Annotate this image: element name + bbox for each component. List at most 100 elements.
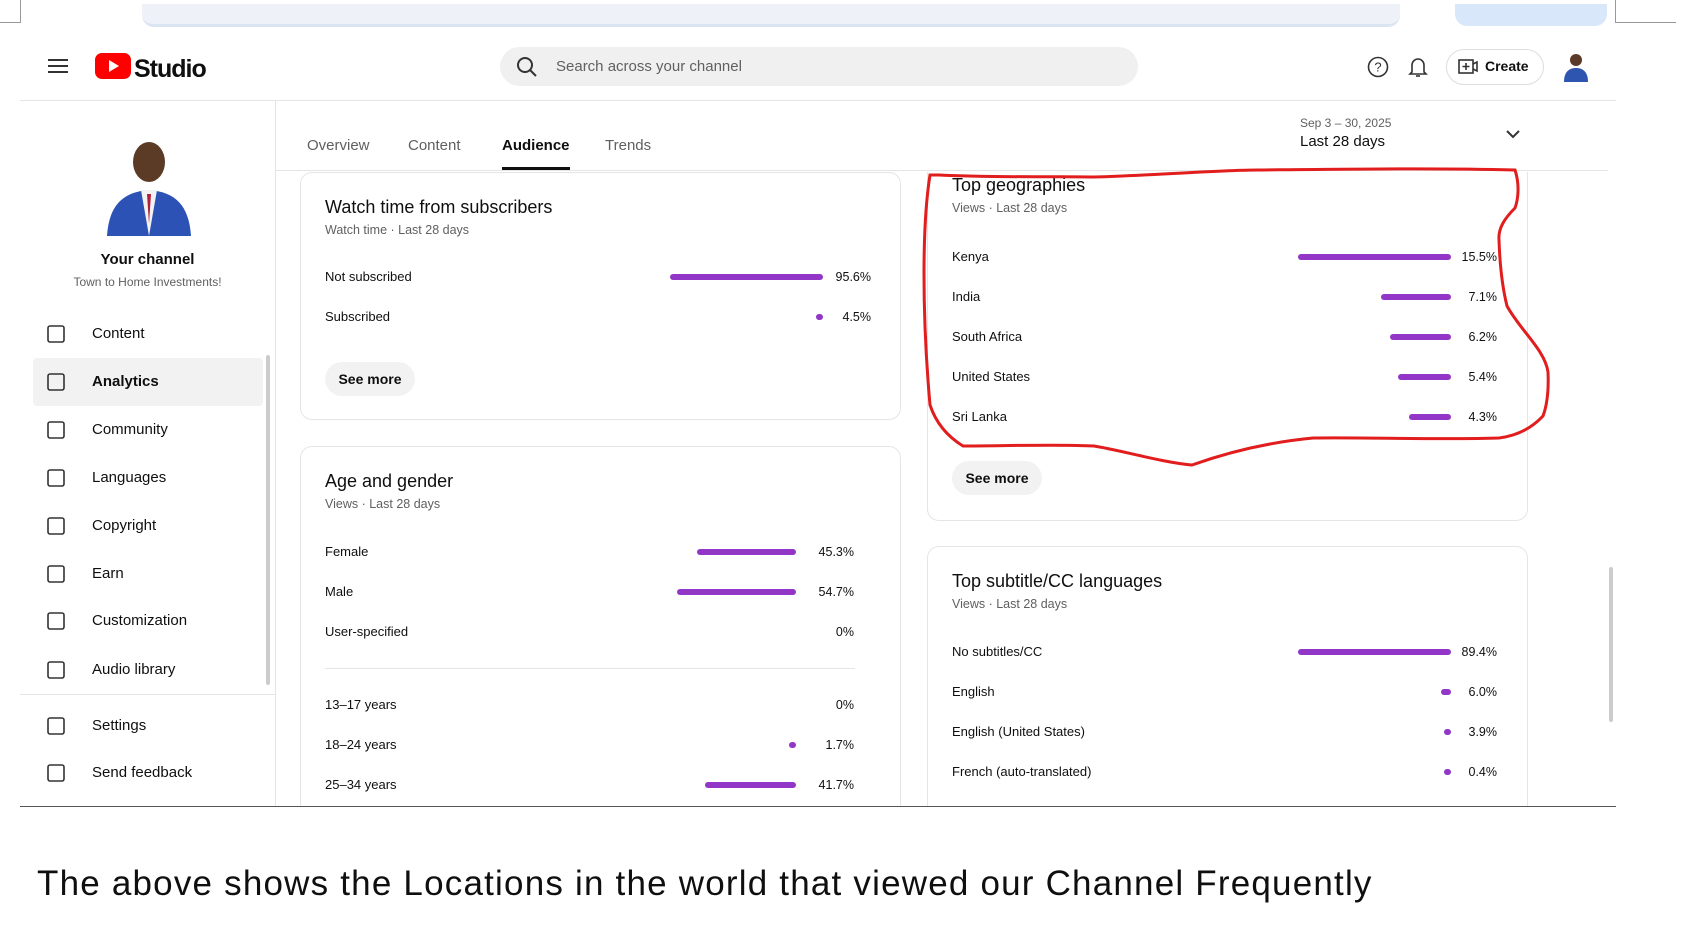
nav-item[interactable]: Content	[92, 325, 145, 342]
see-more-button[interactable]: See more	[952, 461, 1042, 495]
card: Top subtitle/CC languages Views · Last 28…	[927, 546, 1528, 806]
channel-name: Your channel	[100, 251, 195, 268]
row-value: 0.4%	[1468, 765, 1498, 779]
tabs-divider	[276, 170, 1608, 171]
card-subtitle: Views · Last 28 days	[325, 497, 441, 511]
nav-icon[interactable]	[46, 564, 66, 584]
channel-avatar[interactable]	[103, 124, 195, 236]
date-chevron[interactable]	[1505, 128, 1521, 140]
nav-item[interactable]: Audio library	[92, 661, 176, 678]
row-label: English	[952, 684, 995, 699]
bar	[705, 782, 796, 788]
nav-icon[interactable]	[46, 420, 66, 440]
bar	[1298, 649, 1451, 655]
row-label: French (auto-translated)	[952, 764, 1092, 779]
row-label: South Africa	[952, 329, 1023, 344]
row-label: India	[952, 289, 981, 304]
bar	[1397, 374, 1451, 380]
content-scrollbar[interactable]	[1609, 567, 1613, 722]
row-value: 0%	[835, 698, 854, 712]
row-value: 0%	[835, 625, 854, 639]
tab-underline	[502, 167, 570, 170]
row-label: No subtitles/CC	[952, 644, 1043, 659]
row-label: Sri Lanka	[952, 409, 1007, 424]
nav-item[interactable]: Earn	[92, 565, 124, 582]
notifications-icon[interactable]	[1407, 55, 1429, 79]
nav-item[interactable]: Analytics	[92, 373, 159, 390]
card-title: Top subtitle/CC languages	[952, 571, 1163, 591]
nav-icon[interactable]	[46, 372, 66, 392]
card: Top geographies Views · Last 28 days Kenya…	[927, 172, 1528, 521]
address-bar	[142, 4, 1400, 27]
screenshot-bottom-edge	[20, 806, 1616, 807]
nav-icon[interactable]	[46, 763, 66, 783]
row-label: Subscribed	[325, 309, 391, 324]
nav-item[interactable]: Copyright	[92, 517, 157, 534]
row-value: 41.7%	[818, 778, 854, 792]
row-value: 89.4%	[1461, 645, 1497, 659]
frame-edge	[1615, 0, 1676, 23]
card-title: Age and gender	[325, 471, 454, 491]
nav-active-bg	[33, 358, 263, 406]
bar	[1389, 334, 1451, 340]
date-range[interactable]: Sep 3 – 30, 2025	[1300, 116, 1392, 130]
bar	[1408, 414, 1451, 420]
create-label[interactable]: Create	[1485, 58, 1529, 74]
row-value: 6.0%	[1468, 685, 1498, 699]
help-icon[interactable]: ?	[1367, 56, 1389, 78]
nav-item[interactable]: Send feedback	[92, 764, 193, 781]
nav-item[interactable]: Languages	[92, 469, 167, 486]
row-value: 1.7%	[825, 738, 855, 752]
logo-text[interactable]: Studio	[134, 55, 207, 83]
bar	[1298, 254, 1451, 260]
create-button[interactable]	[1446, 49, 1544, 85]
row-label: Male	[325, 584, 354, 599]
logo-icon[interactable]	[95, 53, 131, 79]
tab[interactable]: Content	[408, 137, 461, 154]
account-avatar[interactable]	[1561, 50, 1591, 82]
nav-icon[interactable]	[46, 660, 66, 680]
bar	[1444, 769, 1451, 775]
nav-icon[interactable]	[46, 716, 66, 736]
tab[interactable]: Audience	[502, 137, 570, 154]
card: Age and gender Views · Last 28 days Female…	[300, 446, 901, 806]
tab[interactable]: Trends	[605, 137, 652, 154]
browser-button	[1455, 4, 1607, 26]
row-value: 3.9%	[1468, 725, 1498, 739]
content: Watch time from subscribers Watch time · …	[275, 172, 1615, 806]
bar	[1380, 294, 1451, 300]
nav-item[interactable]: Community	[92, 421, 168, 438]
date-range-label[interactable]: Last 28 days	[1300, 133, 1386, 150]
channel-subtitle: Town to Home Investments!	[73, 275, 222, 289]
menu-icon[interactable]	[46, 56, 70, 76]
row-label: 18–24 years	[325, 737, 397, 752]
row-value: 4.5%	[842, 310, 872, 324]
search-placeholder[interactable]: Search across your channel	[556, 58, 742, 75]
bar	[677, 589, 796, 595]
create-icon[interactable]	[1458, 58, 1478, 75]
bar	[789, 742, 796, 748]
row-value: 45.3%	[818, 545, 854, 559]
row-label: User-specified	[325, 624, 409, 639]
tab[interactable]: Overview	[307, 137, 370, 154]
card-subtitle: Views · Last 28 days	[952, 597, 1068, 611]
nav-icon[interactable]	[46, 468, 66, 488]
search-box[interactable]	[500, 47, 1138, 86]
search-icon[interactable]	[516, 56, 538, 78]
nav-item[interactable]: Settings	[92, 717, 147, 734]
nav-icon[interactable]	[46, 516, 66, 536]
row-divider	[325, 668, 855, 669]
frame-edge	[0, 0, 21, 23]
see-more-button[interactable]: See more	[325, 362, 415, 396]
nav-item[interactable]: Customization	[92, 612, 188, 629]
nav-icon[interactable]	[46, 611, 66, 631]
row-label: United States	[952, 369, 1031, 384]
row-value: 54.7%	[818, 585, 854, 599]
sidebar-scrollbar[interactable]	[266, 355, 270, 685]
bar	[697, 549, 796, 555]
nav-icon[interactable]	[46, 324, 66, 344]
row-value: 95.6%	[835, 270, 871, 284]
row-label: Not subscribed	[325, 269, 412, 284]
bar	[1440, 689, 1451, 695]
